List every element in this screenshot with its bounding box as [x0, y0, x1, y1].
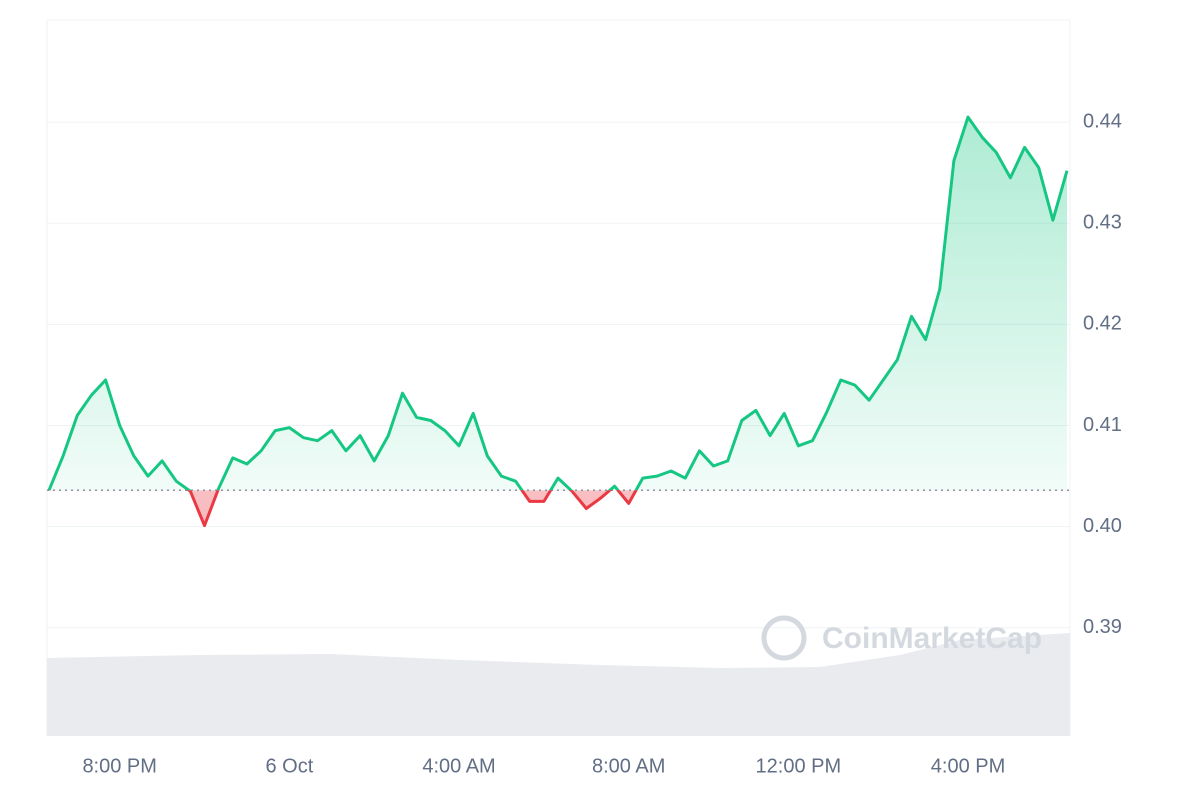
watermark: CoinMarketCap — [761, 615, 1042, 661]
volume-area — [47, 633, 1070, 736]
x-tick-label: 12:00 PM — [756, 755, 842, 777]
x-tick-label: 4:00 AM — [422, 755, 495, 777]
y-tick-label: 0.42 — [1083, 313, 1122, 335]
y-tick-label: 0.41 — [1083, 414, 1122, 436]
area-above — [49, 117, 1067, 491]
watermark-text: CoinMarketCap — [822, 622, 1042, 655]
price-line-up — [47, 115, 1069, 491]
x-tick-label: 8:00 AM — [592, 755, 665, 777]
watermark-logo — [761, 615, 807, 661]
x-tick-label: 4:00 PM — [931, 755, 1005, 777]
y-tick-label: 0.44 — [1083, 110, 1122, 132]
x-tick-label: 6 Oct — [265, 755, 313, 777]
y-tick-label: 0.43 — [1083, 212, 1122, 234]
y-tick-label: 0.39 — [1083, 616, 1122, 638]
x-tick-label: 8:00 PM — [82, 755, 156, 777]
y-tick-label: 0.40 — [1083, 515, 1122, 537]
area-below — [49, 490, 637, 526]
